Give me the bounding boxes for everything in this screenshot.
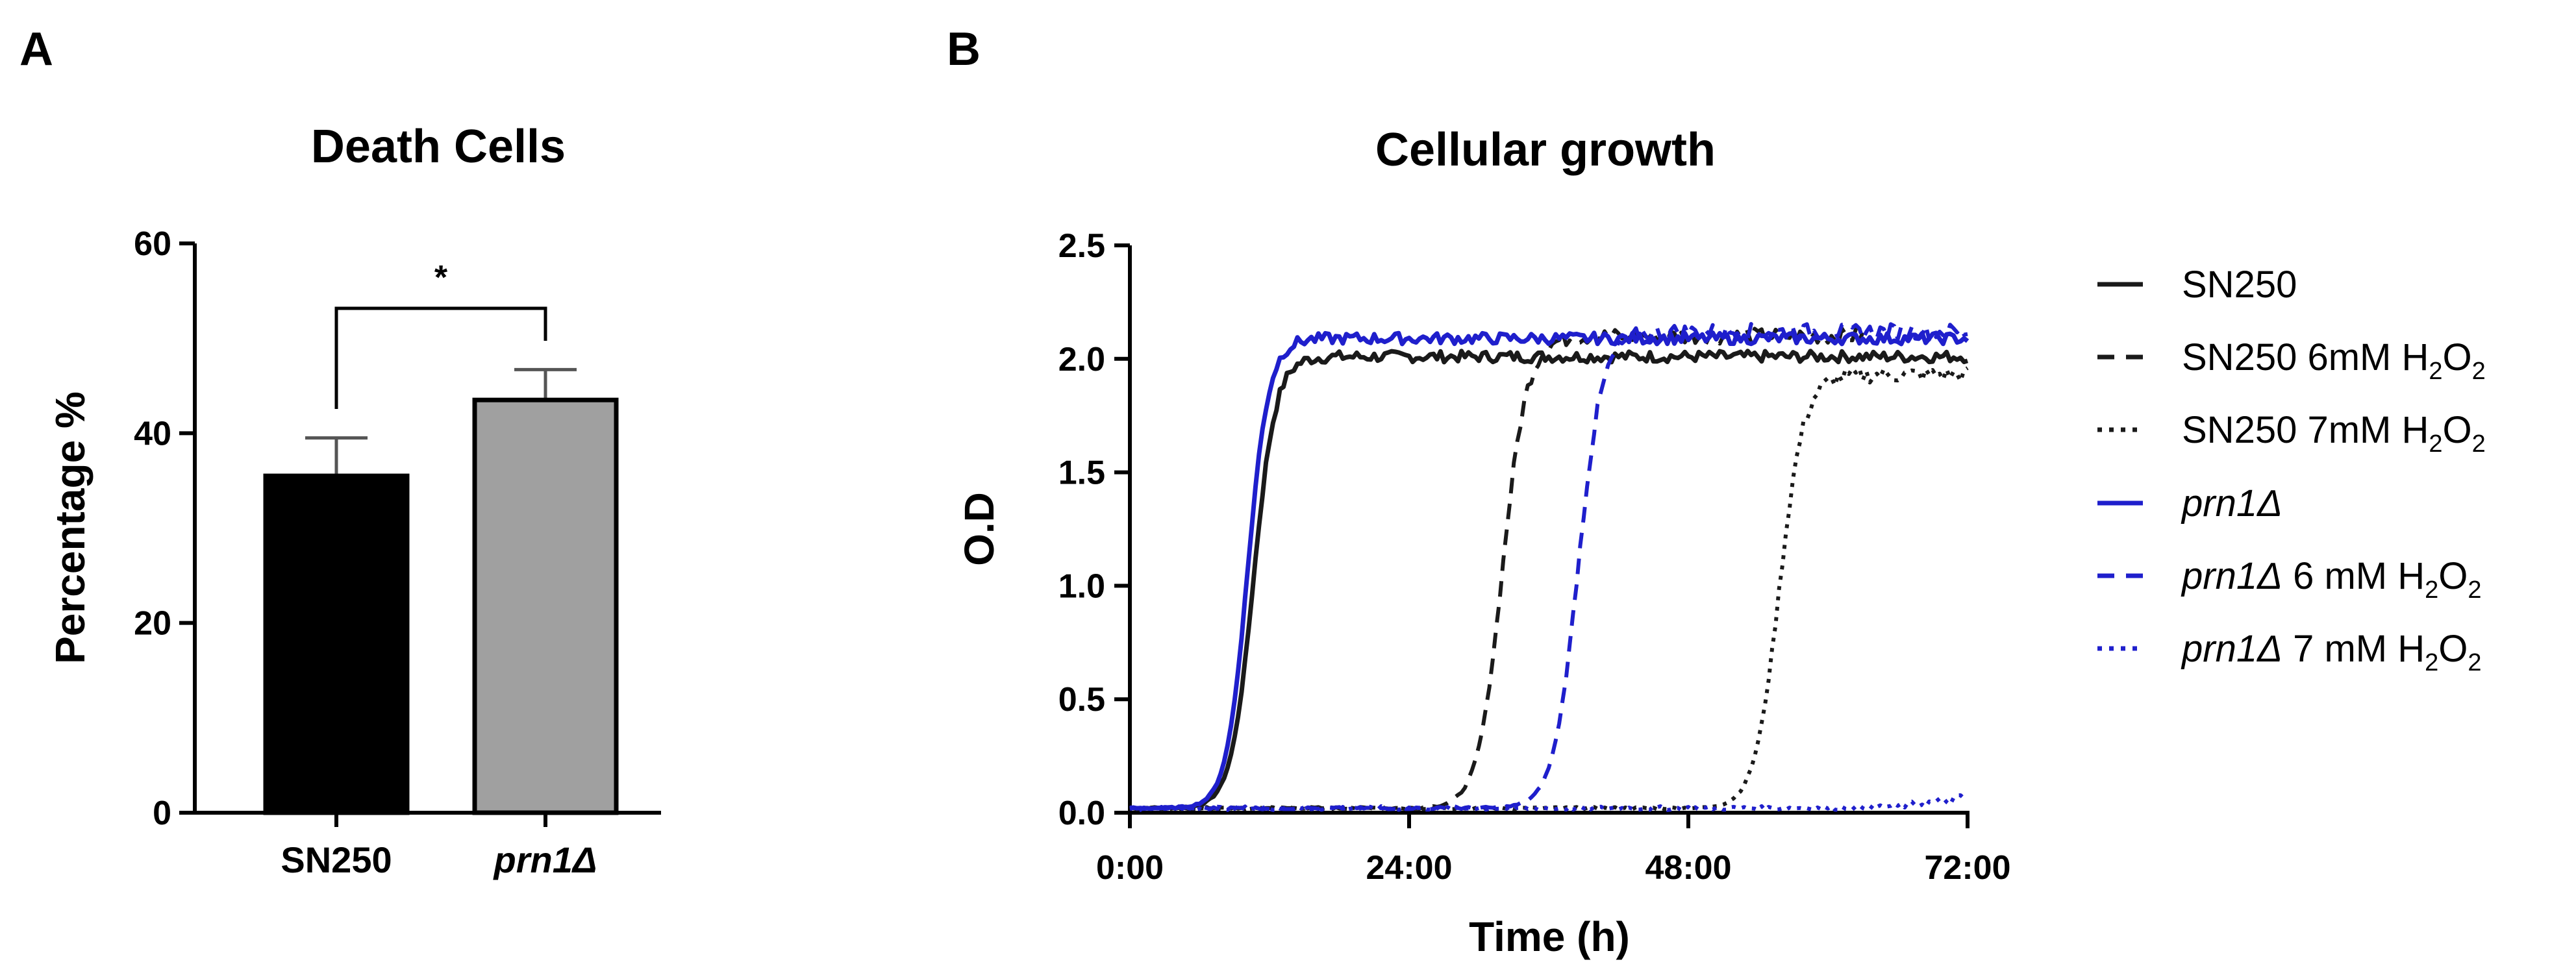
legend-o-c: O xyxy=(2438,555,2468,597)
bar-y-tick-label: 0 xyxy=(153,795,171,832)
line-chart: 0.0 0.5 1.0 1.5 2.0 2.5 0:00 24:00 48:00 72:00 T… xyxy=(956,227,2011,960)
legend-label-prn1: prn1Δ xyxy=(2181,482,2282,525)
legend-label-prn1-6mm: prn1Δ 6 mM H2O2 xyxy=(2181,555,2482,604)
legend-prn1-6mm-conc: 6 mM H xyxy=(2293,555,2425,597)
panel-a-label: A xyxy=(19,23,53,75)
line-x-axis-title: Time (h) xyxy=(1469,913,1630,960)
legend-sub-2c: 2 xyxy=(2429,430,2442,458)
legend-sub-2b: 2 xyxy=(2472,358,2486,385)
legend-sn250-6mm-base: SN250 xyxy=(2182,336,2297,378)
series-line-4 xyxy=(1129,321,1968,811)
legend-sub-2e: 2 xyxy=(2425,576,2438,604)
series-line-2 xyxy=(1129,366,1969,811)
bar-y-axis-title: Percentage % xyxy=(47,391,94,664)
legend-sub-2g: 2 xyxy=(2425,649,2438,676)
bar-category-label: SN250 xyxy=(281,839,392,880)
line-x-tick-label: 48:00 xyxy=(1645,849,1732,887)
legend-prn1-6mm-base: prn1Δ xyxy=(2181,555,2282,597)
legend-prn1-7mm-conc: 7 mM H xyxy=(2293,628,2425,670)
series-line-1 xyxy=(1129,327,1865,811)
bar-chart-title: Death Cells xyxy=(311,121,566,173)
bar-y-tick-label: 60 xyxy=(134,225,171,263)
bar-prn1 xyxy=(472,397,619,815)
legend-sn250-7mm-conc: 7mM H xyxy=(2307,409,2429,451)
bar-category-label: prn1Δ xyxy=(493,839,597,880)
bar-chart: 0 20 40 60 SN250 prn1Δ * Percentage % xyxy=(47,225,661,880)
line-y-tick-label: 0.5 xyxy=(1058,681,1105,719)
legend-o-a: O xyxy=(2443,336,2472,378)
line-chart-title: Cellular growth xyxy=(1375,124,1716,176)
line-y-tick-label: 0.0 xyxy=(1058,795,1105,832)
line-y-tick-label: 2.0 xyxy=(1058,341,1105,378)
series-line-5 xyxy=(1129,793,1968,813)
line-x-tick-label: 72:00 xyxy=(1925,849,2011,887)
legend-sn250-name: SN250 xyxy=(2182,264,2297,306)
line-chart-legend: SN250 SN250 6mM H2O2 SN250 7mM H2O2 prn1… xyxy=(2097,264,2486,676)
legend-o-b: O xyxy=(2443,409,2472,451)
legend-sub-2f: 2 xyxy=(2468,576,2481,604)
legend-label-sn250: SN250 xyxy=(2182,264,2297,306)
bar-y-tick-label: 40 xyxy=(134,415,171,452)
legend-o-d: O xyxy=(2438,628,2468,670)
legend-prn1-7mm-base: prn1Δ xyxy=(2181,628,2282,670)
line-y-tick-label: 1.0 xyxy=(1058,567,1105,605)
legend-sub-2h: 2 xyxy=(2468,649,2481,676)
panel-b-label: B xyxy=(947,23,981,75)
legend-label-prn1-7mm: prn1Δ 7 mM H2O2 xyxy=(2181,628,2482,676)
bar-y-tick-label: 20 xyxy=(134,605,171,643)
line-y-tick-label: 2.5 xyxy=(1058,227,1105,265)
legend-sn250-6mm-conc: 6mM H xyxy=(2307,336,2429,378)
series-line-3 xyxy=(1129,330,1970,811)
legend-sub-2d: 2 xyxy=(2472,430,2486,458)
significance-label: * xyxy=(434,259,448,297)
line-y-tick-label: 1.5 xyxy=(1058,454,1105,492)
bar-sn250 xyxy=(263,473,410,815)
legend-sn250-7mm-base: SN250 xyxy=(2182,409,2297,451)
legend-label-sn250-7mm: SN250 7mM H2O2 xyxy=(2182,409,2486,458)
line-y-axis-title: O.D xyxy=(956,492,1003,566)
significance-bracket xyxy=(334,306,547,409)
legend-label-sn250-6mm: SN250 6mM H2O2 xyxy=(2182,336,2486,385)
line-x-tick-label: 24:00 xyxy=(1366,849,1453,887)
legend-sub-2a: 2 xyxy=(2429,358,2442,385)
line-x-tick-label: 0:00 xyxy=(1096,849,1164,887)
series-line-0 xyxy=(1129,349,1969,811)
